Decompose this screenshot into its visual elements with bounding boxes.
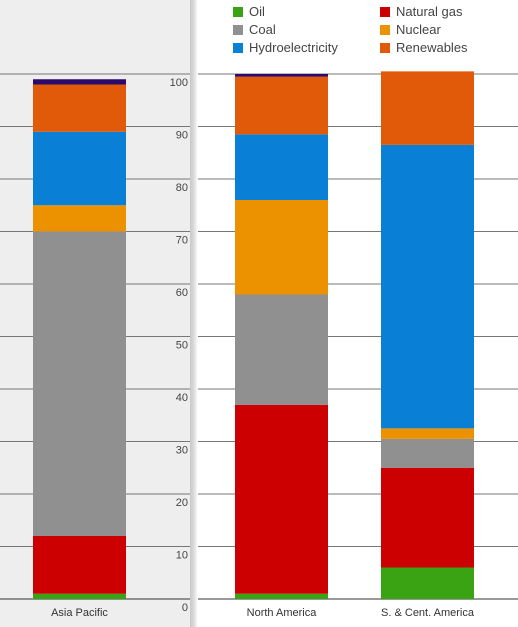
bar-stack <box>381 71 474 599</box>
legend-label: Renewables <box>396 40 468 55</box>
y-tick-label: 50 <box>176 340 188 352</box>
legend-item: Hydroelectricity <box>233 40 338 55</box>
legend-swatch <box>380 6 390 17</box>
legend-swatch <box>233 42 243 53</box>
bar-segment <box>33 79 126 85</box>
bar-segment <box>381 567 474 599</box>
bar-segment <box>33 131 126 206</box>
bar-segment <box>235 76 328 135</box>
y-tick-label: 60 <box>176 287 188 299</box>
legend-swatch <box>380 24 390 35</box>
bar-stack <box>33 79 126 599</box>
legend-item: Oil <box>233 4 265 19</box>
bar-segment <box>33 205 126 232</box>
bar-segment <box>235 74 328 77</box>
bar-segment <box>235 404 328 594</box>
y-tick-label: 0 <box>182 602 188 614</box>
bar-segment <box>33 536 126 594</box>
y-tick-label: 40 <box>176 392 188 404</box>
bar-segment <box>33 84 126 132</box>
bar-segment <box>235 294 328 405</box>
bar-segment <box>33 231 126 536</box>
bar-stack <box>235 74 328 599</box>
bar-segment <box>235 593 328 599</box>
bar-segment <box>381 438 474 468</box>
bar-segment <box>381 467 474 568</box>
y-tick-label: 70 <box>176 235 188 247</box>
legend-swatch <box>233 6 243 17</box>
legend-label: Hydroelectricity <box>249 40 338 55</box>
category-label: S. & Cent. America <box>381 607 475 619</box>
category-label: North America <box>247 607 318 619</box>
bar-segment <box>381 428 474 439</box>
legend-swatch <box>380 42 390 53</box>
y-tick-label: 80 <box>176 182 188 194</box>
legend-item: Nuclear <box>380 22 441 37</box>
legend-item: Renewables <box>380 40 468 55</box>
bar-segment <box>381 71 474 145</box>
y-tick-label: 90 <box>176 130 188 142</box>
bar-segment <box>33 593 126 599</box>
y-tick-label: 20 <box>176 497 188 509</box>
legend-item: Natural gas <box>380 4 462 19</box>
legend-label: Coal <box>249 22 276 37</box>
legend-swatch <box>233 24 243 35</box>
y-tick-label: 10 <box>176 550 188 562</box>
bar-segment <box>235 200 328 295</box>
category-label: Asia Pacific <box>51 607 108 619</box>
legend-label: Nuclear <box>396 22 441 37</box>
legend-label: Natural gas <box>396 4 463 19</box>
bar-segment <box>381 144 474 429</box>
y-tick-label: 30 <box>176 445 188 457</box>
legend-label: Oil <box>249 4 265 19</box>
bar-segment <box>235 134 328 200</box>
legend-item: Coal <box>233 22 276 37</box>
y-tick-label: 100 <box>170 77 188 89</box>
